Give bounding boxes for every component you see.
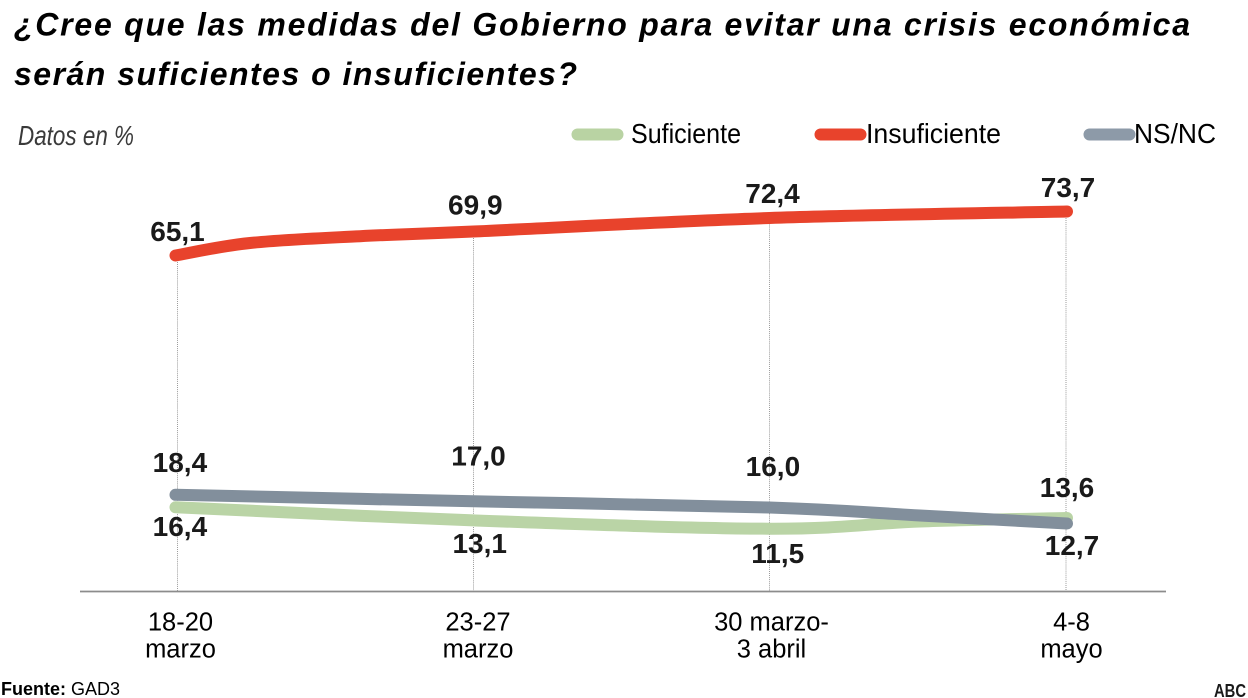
svg-text:11,5: 11,5	[751, 538, 804, 569]
svg-text:23-27: 23-27	[445, 609, 510, 637]
svg-text:3 abril: 3 abril	[737, 636, 806, 664]
svg-text:13,6: 13,6	[1040, 472, 1095, 503]
svg-text:Datos en %: Datos en %	[18, 120, 134, 151]
svg-text:marzo: marzo	[443, 636, 514, 664]
svg-text:marzo: marzo	[145, 636, 216, 664]
svg-text:17,0: 17,0	[451, 440, 506, 471]
svg-text:ABC: ABC	[1214, 681, 1246, 698]
svg-text:Insuficiente: Insuficiente	[866, 118, 1001, 149]
svg-text:65,1: 65,1	[150, 216, 205, 247]
svg-text:13,1: 13,1	[452, 528, 507, 559]
svg-text:Fuente: GAD3: Fuente: GAD3	[1, 679, 120, 698]
svg-text:serán suficientes o insuficien: serán suficientes o insuficientes?	[14, 56, 577, 92]
svg-text:mayo: mayo	[1040, 636, 1102, 664]
svg-text:NS/NC: NS/NC	[1134, 118, 1216, 149]
svg-text:69,9: 69,9	[448, 190, 503, 221]
svg-text:18-20: 18-20	[148, 609, 213, 637]
svg-text:¿Cree que las medidas del Gobi: ¿Cree que las medidas del Gobierno para …	[14, 7, 1190, 43]
svg-text:18,4: 18,4	[153, 447, 208, 478]
svg-text:72,4: 72,4	[745, 178, 800, 209]
svg-text:12,7: 12,7	[1045, 530, 1100, 561]
svg-text:16,0: 16,0	[746, 451, 801, 482]
svg-text:73,7: 73,7	[1041, 172, 1096, 203]
svg-text:Suficiente: Suficiente	[631, 118, 741, 149]
svg-text:4-8: 4-8	[1053, 609, 1090, 637]
svg-text:16,4: 16,4	[153, 511, 208, 542]
svg-text:30 marzo-: 30 marzo-	[714, 609, 829, 637]
